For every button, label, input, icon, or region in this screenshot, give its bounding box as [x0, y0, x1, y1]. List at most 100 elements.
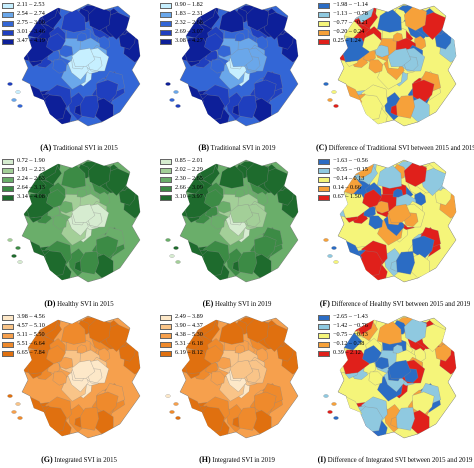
legend-label: 0.39 – 2.12: [333, 349, 361, 357]
island: [173, 402, 179, 406]
map-panel-6: −1.63 – −0.56 −0.55 – −0.15 −0.14 – 0.13 0.…: [316, 156, 474, 312]
legend-item: 3.47 – 4.19: [2, 37, 45, 46]
legend-label: 0.25 – 1.24: [333, 37, 361, 45]
district: [246, 161, 269, 187]
legend-label: 2.64 – 3.13: [17, 184, 45, 192]
district: [368, 371, 383, 386]
legend-item: −0.75 – −0.13: [318, 331, 368, 340]
legend-swatch: [318, 2, 330, 9]
district: [442, 103, 455, 114]
district: [71, 48, 96, 67]
district: [433, 268, 447, 282]
map-legend: 0.72 – 1.90 1.91 – 2.23 2.24 – 2.63 2.64 – …: [2, 157, 45, 202]
legend-item: 2.64 – 3.13: [2, 184, 45, 193]
district: [61, 164, 86, 189]
panel-letter: (E): [202, 299, 214, 308]
district: [284, 415, 297, 426]
district: [52, 215, 67, 230]
district: [362, 345, 382, 364]
legend-swatch: [160, 11, 172, 18]
island: [323, 238, 329, 242]
legend-label: 3.14 – 4.08: [17, 193, 45, 201]
panel-caption: (H) Integrated SVI in 2019: [158, 455, 316, 464]
district: [234, 344, 246, 354]
island: [7, 238, 13, 242]
district: [229, 360, 254, 379]
legend-item: −1.42 – −0.76: [318, 322, 368, 331]
map-panel-9: −2.65 – −1.43 −1.42 – −0.76 −0.75 – −0.13−…: [316, 312, 474, 468]
legend-label: 3.10 – 3.97: [175, 193, 203, 201]
choropleth-map: [323, 3, 457, 127]
legend-swatch: [160, 29, 172, 36]
district: [186, 268, 210, 282]
island: [333, 104, 339, 108]
panel-caption: (E) Healthy SVI in 2019: [158, 299, 316, 308]
legend-item: −1.63 – −0.56: [318, 157, 368, 166]
district: [282, 268, 298, 282]
panel-letter: (A): [40, 143, 52, 152]
legend-label: 3.08 – 4.27: [175, 37, 203, 45]
district: [210, 215, 225, 230]
district: [117, 268, 131, 282]
legend-label: −1.42 – −0.76: [333, 322, 368, 330]
district: [392, 32, 404, 42]
island: [11, 254, 17, 258]
legend-item: 0.25 – 1.24: [318, 37, 368, 46]
district: [392, 344, 404, 354]
legend-item: 2.02 – 2.29: [160, 166, 203, 175]
island: [17, 260, 23, 264]
legend-item: −1.98 – −1.14: [318, 1, 368, 10]
district: [275, 424, 289, 438]
legend-swatch: [2, 185, 14, 192]
legend-item: 2.54 – 2.74: [2, 10, 45, 19]
legend-item: 2.11 – 2.53: [2, 1, 45, 10]
island: [15, 90, 21, 94]
legend-label: 0.72 – 1.90: [17, 157, 45, 165]
legend-item: 0.14 – 0.66: [318, 184, 368, 193]
map-panel-2: 0.90 – 1.82 1.83 – 2.31 2.32 – 2.68 2.69 – …: [158, 0, 316, 156]
district: [210, 59, 225, 74]
island: [7, 394, 13, 398]
panel-caption-text: Integrated SVI in 2015: [52, 457, 117, 464]
district: [440, 112, 456, 126]
island: [169, 410, 175, 414]
legend-swatch: [2, 194, 14, 201]
district: [52, 59, 67, 74]
choropleth-map: [323, 159, 457, 283]
legend-label: −0.77 – −0.21: [333, 19, 368, 27]
legend-label: −1.98 – −1.14: [333, 1, 368, 9]
legend-swatch: [160, 350, 172, 357]
district: [377, 320, 402, 345]
legend-item: −0.77 – −0.21: [318, 19, 368, 28]
choropleth-map: [7, 3, 141, 127]
district: [344, 112, 368, 126]
district: [61, 8, 86, 33]
district: [28, 268, 52, 282]
map-legend: 2.11 – 2.53 2.54 – 2.74 2.75 – 3.00 3.01 – …: [2, 1, 45, 46]
map-legend: −1.98 – −1.14 −1.13 – −0.78 −0.77 – −0.21−…: [318, 1, 368, 46]
island: [175, 416, 181, 420]
legend-swatch: [160, 314, 172, 321]
legend-swatch: [2, 158, 14, 165]
district: [344, 268, 368, 282]
legend-item: −0.12 – 0.38: [318, 340, 368, 349]
legend-label: −0.14 – 0.13: [333, 175, 365, 183]
legend-swatch: [2, 341, 14, 348]
district: [238, 95, 257, 119]
choropleth-map: [7, 159, 141, 283]
panel-letter: (B): [198, 143, 210, 152]
district: [88, 161, 111, 187]
legend-item: 2.75 – 3.00: [2, 19, 45, 28]
legend-item: 2.32 – 2.68: [160, 19, 203, 28]
district: [117, 424, 131, 438]
district: [219, 320, 244, 345]
map-panel-3: −1.98 – −1.14 −1.13 – −0.78 −0.77 – −0.21−…: [316, 0, 474, 156]
district: [80, 407, 99, 431]
legend-swatch: [160, 323, 172, 330]
legend-swatch: [2, 332, 14, 339]
legend-swatch: [2, 11, 14, 18]
district: [80, 95, 99, 119]
district: [126, 103, 139, 114]
legend-label: 3.98 – 4.56: [17, 313, 45, 321]
legend-swatch: [2, 38, 14, 45]
